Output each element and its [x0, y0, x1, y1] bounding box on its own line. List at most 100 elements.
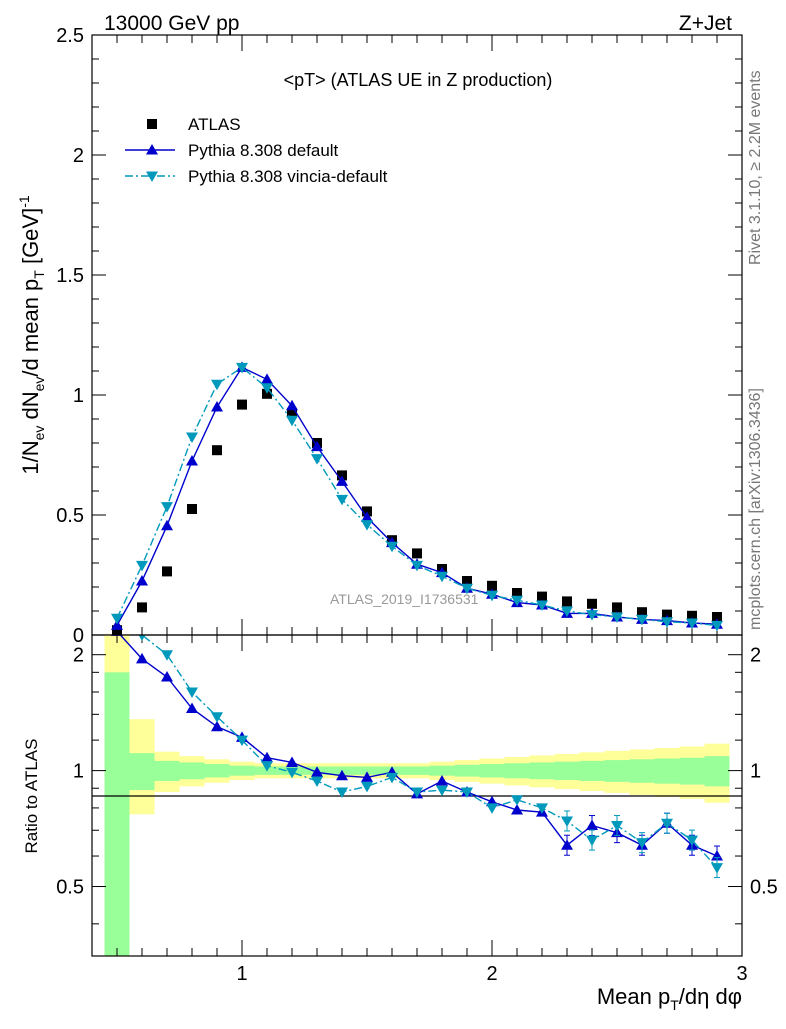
ratio-y-tick-label-right: 1	[750, 761, 761, 783]
statistical-band	[104, 672, 130, 956]
y-tick-label: 1	[73, 385, 84, 407]
data-point	[111, 613, 123, 625]
uncertainty-bands	[104, 635, 730, 956]
rivet-version-label: Rivet 3.1.10, ≥ 2.2M events	[747, 70, 764, 265]
legend-marker	[146, 144, 158, 155]
statistical-band	[579, 760, 605, 781]
legend-label: Pythia 8.308 vincia-default	[188, 167, 388, 186]
energy-label: 13000 GeV pp	[104, 12, 239, 35]
series-pythia-8-308-vincia-default	[111, 362, 723, 632]
data-point	[637, 607, 647, 618]
legend-label: Pythia 8.308 default	[188, 141, 339, 160]
data-point	[211, 379, 223, 391]
ratio-point	[461, 787, 473, 798]
ratio-y-tick-label: 1	[73, 761, 84, 783]
data-point	[537, 591, 547, 602]
data-point	[336, 494, 348, 506]
data-point	[112, 625, 122, 636]
statistical-band	[154, 760, 180, 781]
ratio-series	[111, 557, 723, 879]
statistical-band	[354, 766, 380, 775]
statistical-band	[629, 759, 655, 783]
series-line	[116, 366, 718, 627]
ratio-point	[511, 795, 523, 806]
data-point	[186, 455, 198, 466]
data-point	[712, 612, 722, 622]
data-point	[161, 502, 173, 513]
ratio-point	[311, 766, 323, 777]
x-tick-label: 3	[736, 963, 747, 985]
data-point	[661, 617, 673, 628]
ratio-series-pythia-8-308-default	[111, 635, 723, 867]
ratio-point	[138, 635, 146, 641]
legend-marker	[147, 119, 157, 129]
ratio-point	[161, 650, 173, 661]
data-point	[612, 602, 622, 613]
statistical-band	[404, 766, 430, 775]
ratio-point	[536, 803, 548, 814]
ratio-y-tick-label: 0.5	[56, 877, 84, 899]
ratio-point	[561, 816, 573, 827]
statistical-band	[554, 761, 580, 781]
ratio-point	[661, 818, 673, 830]
ratio-point	[361, 771, 373, 782]
x-axis-title: Mean pT/dη dφ	[597, 984, 742, 1013]
data-point	[286, 399, 298, 411]
main-y-axis-title: 1/Nev dNev/d mean pT [GeV]-1	[16, 195, 47, 475]
ratio-point	[436, 785, 448, 797]
ratio-point	[686, 835, 698, 847]
data-point	[136, 560, 148, 572]
ratio-point	[561, 839, 573, 850]
data-point	[436, 571, 448, 583]
ratio-y-tick-label: 2	[73, 645, 84, 667]
data-point	[562, 596, 572, 607]
data-point	[261, 373, 273, 384]
data-point	[211, 401, 223, 412]
ratio-point	[111, 557, 123, 568]
statistical-band	[679, 757, 705, 785]
ratio-panel: 0.5 0.5 1 1 2 2 1 2 3	[56, 557, 778, 985]
data-point	[361, 520, 373, 531]
ratio-point	[436, 774, 448, 786]
ratio-point	[411, 787, 423, 798]
x-tick-label: 1	[236, 963, 247, 985]
data-point	[261, 383, 273, 394]
ratio-line	[141, 635, 718, 869]
ratio-point	[636, 838, 648, 849]
data-point	[512, 588, 522, 598]
statistical-band	[179, 762, 205, 780]
watermark: ATLAS_2019_I1736531	[330, 591, 479, 607]
statistical-band	[204, 764, 230, 778]
statistical-band	[429, 765, 455, 776]
data-point	[561, 606, 573, 617]
legend-item: ATLAS	[147, 115, 241, 134]
data-point	[186, 432, 198, 443]
legend: ATLAS Pythia 8.308 default Pythia 8.308 vi…	[125, 115, 388, 186]
ratio-frame	[91, 634, 743, 957]
statistical-band	[229, 765, 255, 776]
data-point	[111, 619, 123, 630]
svg-text:1/Nev dNev/d mean pT [GeV]-1: 1/Nev dNev/d mean pT [GeV]-1	[16, 195, 47, 475]
ratio-point	[511, 804, 523, 815]
y-tick-label: 2	[73, 145, 84, 167]
data-point	[137, 602, 147, 613]
data-point	[687, 610, 697, 621]
ratio-point	[361, 781, 373, 793]
ratio-point	[211, 712, 223, 723]
data-point	[311, 454, 323, 465]
process-label: Z+Jet	[679, 12, 732, 35]
ratio-point	[261, 751, 273, 763]
ratio-point	[261, 761, 273, 772]
ratio-point	[236, 735, 248, 747]
data-point	[587, 598, 597, 609]
statistical-band	[654, 758, 680, 784]
statistical-band	[529, 762, 555, 780]
data-point	[336, 475, 348, 486]
ratio-point	[711, 863, 723, 874]
ratio-point	[386, 772, 398, 784]
ratio-y-axis-title: Ratio to ATLAS	[22, 739, 41, 854]
ratio-point	[486, 803, 498, 814]
ratio-axis-ticks: 0.5 0.5 1 1 2 2 1 2 3	[56, 635, 778, 985]
ratio-line	[119, 635, 718, 857]
